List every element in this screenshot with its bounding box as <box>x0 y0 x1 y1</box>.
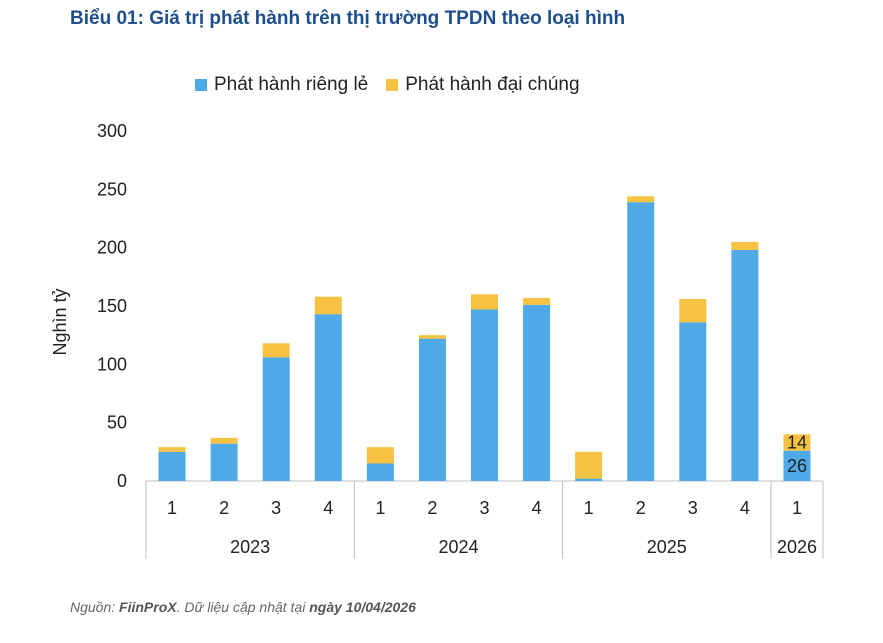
bar-private <box>314 314 342 481</box>
bar-private <box>366 463 394 481</box>
bar-public <box>575 451 603 479</box>
bar-public <box>366 447 394 464</box>
y-tick-label: 100 <box>97 354 127 374</box>
bar-public <box>418 335 446 339</box>
x-tick-label: 3 <box>688 498 698 518</box>
bar-public <box>783 434 811 451</box>
legend-item-public: Phát hành đại chúng <box>386 74 580 96</box>
x-tick-label: 1 <box>167 498 177 518</box>
source-note: Nguồn: FiinProX. Dữ liệu cập nhật tại ng… <box>70 599 416 615</box>
legend-swatch-private <box>195 79 207 91</box>
source-date: ngày 10/04/2026 <box>309 599 416 615</box>
bar-private <box>418 338 446 481</box>
year-group-label: 2026 <box>777 537 817 557</box>
bar-public <box>679 299 707 323</box>
x-tick-label: 1 <box>375 498 385 518</box>
y-tick-label: 50 <box>107 413 127 433</box>
x-tick-label: 3 <box>479 498 489 518</box>
bar-private <box>783 450 811 481</box>
bar-private <box>731 250 759 481</box>
bar-public <box>627 196 655 203</box>
x-tick-label: 4 <box>323 498 333 518</box>
y-tick-label: 0 <box>117 471 127 491</box>
x-tick-label: 3 <box>271 498 281 518</box>
data-label: 14 <box>787 433 807 453</box>
legend-swatch-public <box>386 79 399 91</box>
bar-public <box>314 296 342 315</box>
source-provider: FiinProX <box>119 599 177 615</box>
bar-private <box>262 357 290 481</box>
bar-private <box>575 478 603 481</box>
year-group-label: 2025 <box>647 537 687 557</box>
chart-title: Biểu 01: Giá trị phát hành trên thị trườ… <box>70 8 626 29</box>
bar-public <box>523 297 551 305</box>
y-tick-label: 200 <box>97 238 127 258</box>
bar-private <box>523 304 551 481</box>
source-prefix: Nguồn: <box>70 599 120 615</box>
y-tick-label: 150 <box>97 296 127 316</box>
y-tick-label: 300 <box>97 121 127 141</box>
bar-public <box>158 447 186 452</box>
x-tick-label: 2 <box>636 498 646 518</box>
bar-public <box>210 437 238 444</box>
bar-private <box>679 322 707 481</box>
year-group-label: 2024 <box>438 537 478 557</box>
x-tick-label: 1 <box>792 498 802 518</box>
legend: Phát hành riêng lẻ Phát hành đại chúng <box>195 74 598 96</box>
bar-public <box>731 241 759 250</box>
x-tick-label: 2 <box>427 498 437 518</box>
bar-private <box>471 309 498 481</box>
bar-public <box>262 343 290 358</box>
year-group-label: 2023 <box>230 537 270 557</box>
data-label: 26 <box>787 456 807 476</box>
y-tick-label: 250 <box>97 179 127 199</box>
bar-public <box>471 294 498 310</box>
bar-private <box>158 451 186 481</box>
bar-chart: 0 50 100 150 200 250 300 Nghìn tỷ 1 2 3 4 1 2 3 4 1 2 3 4 1 2… <box>50 121 824 559</box>
bar-private <box>210 443 238 481</box>
x-tick-label: 4 <box>740 498 750 518</box>
y-axis-title: Nghìn tỷ <box>50 288 70 355</box>
x-tick-label: 4 <box>532 498 542 518</box>
x-tick-label: 1 <box>584 498 594 518</box>
legend-label-public: Phát hành đại chúng <box>405 74 580 95</box>
legend-item-private: Phát hành riêng lẻ <box>195 74 368 96</box>
bar-private <box>627 202 655 481</box>
source-middle: . Dữ liệu cập nhật tại <box>176 599 310 615</box>
legend-label-private: Phát hành riêng lẻ <box>214 74 369 95</box>
x-tick-label: 2 <box>219 498 229 518</box>
